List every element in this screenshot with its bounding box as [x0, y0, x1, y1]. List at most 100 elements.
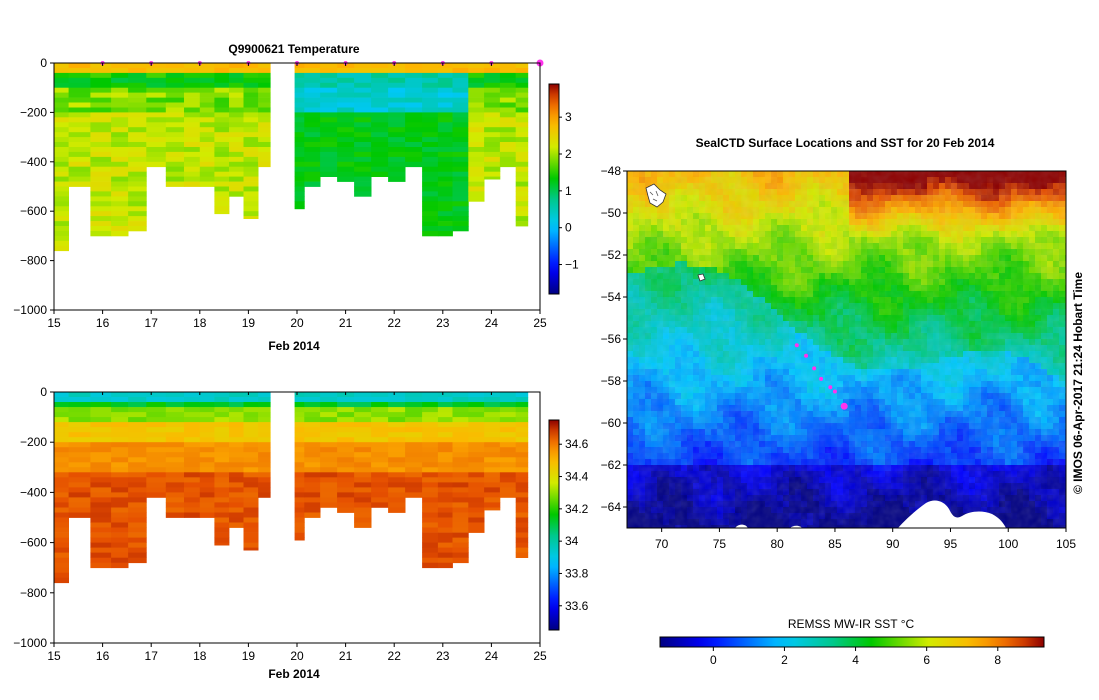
data-cell	[243, 432, 259, 438]
data-cell	[354, 492, 372, 498]
data-cell	[54, 231, 69, 237]
data-cell	[320, 112, 338, 118]
data-cell	[68, 507, 91, 513]
data-cell	[422, 191, 439, 197]
data-cell	[243, 191, 259, 197]
data-cell	[422, 427, 439, 433]
data-cell	[90, 427, 112, 433]
profile-column	[229, 63, 244, 197]
data-cell	[165, 512, 185, 518]
data-cell	[111, 522, 129, 528]
profile-column	[337, 63, 355, 182]
data-cell	[258, 122, 271, 128]
data-cell	[452, 97, 469, 103]
data-cell	[54, 487, 69, 493]
data-cell	[354, 447, 372, 453]
data-cell	[258, 432, 271, 438]
data-cell	[499, 437, 517, 443]
data-cell	[90, 87, 112, 93]
temperature-colorbar	[548, 83, 560, 295]
data-cell	[437, 67, 453, 74]
data-cell	[199, 132, 215, 138]
profile-column	[422, 63, 439, 237]
data-cell	[452, 63, 469, 69]
x-tick-label: 24	[485, 649, 499, 663]
data-cell	[229, 457, 244, 463]
data-cell	[354, 422, 372, 428]
data-cell	[243, 216, 259, 219]
data-cell	[499, 102, 517, 108]
data-cell	[452, 422, 469, 428]
data-cell	[128, 127, 147, 133]
profile-column	[243, 392, 259, 551]
data-cell	[371, 122, 389, 128]
data-cell	[405, 82, 423, 89]
data-cell	[484, 107, 501, 113]
data-cell	[354, 77, 372, 84]
data-cell	[146, 107, 167, 113]
data-cell	[90, 137, 112, 143]
data-cell	[304, 417, 321, 423]
data-cell	[371, 137, 389, 143]
data-cell	[388, 502, 406, 508]
data-cell	[422, 452, 439, 458]
data-cell	[354, 63, 372, 69]
data-cell	[229, 442, 244, 448]
data-cell	[165, 452, 185, 458]
data-cell	[468, 432, 485, 438]
data-cell	[54, 547, 69, 553]
data-cell	[90, 562, 112, 569]
data-cell	[229, 407, 244, 413]
data-cell	[354, 117, 372, 123]
data-cell	[229, 171, 244, 177]
data-cell	[90, 206, 112, 212]
data-cell	[111, 532, 129, 538]
data-cell	[294, 467, 305, 473]
data-cell	[515, 151, 529, 158]
data-cell	[54, 127, 69, 133]
data-cell	[128, 527, 147, 533]
data-cell	[184, 151, 201, 158]
data-cell	[128, 63, 147, 69]
data-cell	[388, 117, 406, 123]
data-cell	[371, 437, 389, 443]
data-cell	[452, 527, 469, 533]
data-cell	[111, 512, 129, 518]
data-cell	[184, 77, 201, 84]
data-cell	[243, 417, 259, 423]
data-cell	[258, 487, 271, 493]
data-cell	[371, 422, 389, 428]
data-cell	[68, 166, 91, 172]
data-cell	[437, 216, 453, 222]
profile-column	[320, 392, 338, 508]
data-cell	[515, 82, 529, 89]
data-cell	[184, 492, 201, 498]
y-tick-label: 0	[40, 56, 47, 70]
data-cell	[468, 171, 485, 177]
data-cell	[184, 122, 201, 128]
data-cell	[128, 206, 147, 212]
profile-column	[371, 392, 389, 508]
data-cell	[54, 397, 69, 403]
data-cell	[128, 216, 147, 222]
data-cell	[320, 67, 338, 74]
data-cell	[320, 117, 338, 123]
data-cell	[90, 502, 112, 508]
data-cell	[128, 226, 147, 232]
data-cell	[388, 122, 406, 128]
data-cell	[515, 412, 529, 418]
data-cell	[405, 151, 423, 158]
data-cell	[229, 191, 244, 197]
data-cell	[452, 161, 469, 168]
data-cell	[337, 462, 355, 468]
data-cell	[229, 92, 244, 98]
data-cell	[111, 447, 129, 453]
data-cell	[128, 97, 147, 103]
data-cell	[214, 407, 230, 413]
data-cell	[165, 402, 185, 408]
salinity-x-axis: 15 16 17 18 19 20 21 22 23 24 25	[47, 392, 547, 663]
data-cell	[515, 467, 529, 473]
data-cell	[111, 422, 129, 428]
data-cell	[184, 107, 201, 113]
data-cell	[422, 437, 439, 443]
